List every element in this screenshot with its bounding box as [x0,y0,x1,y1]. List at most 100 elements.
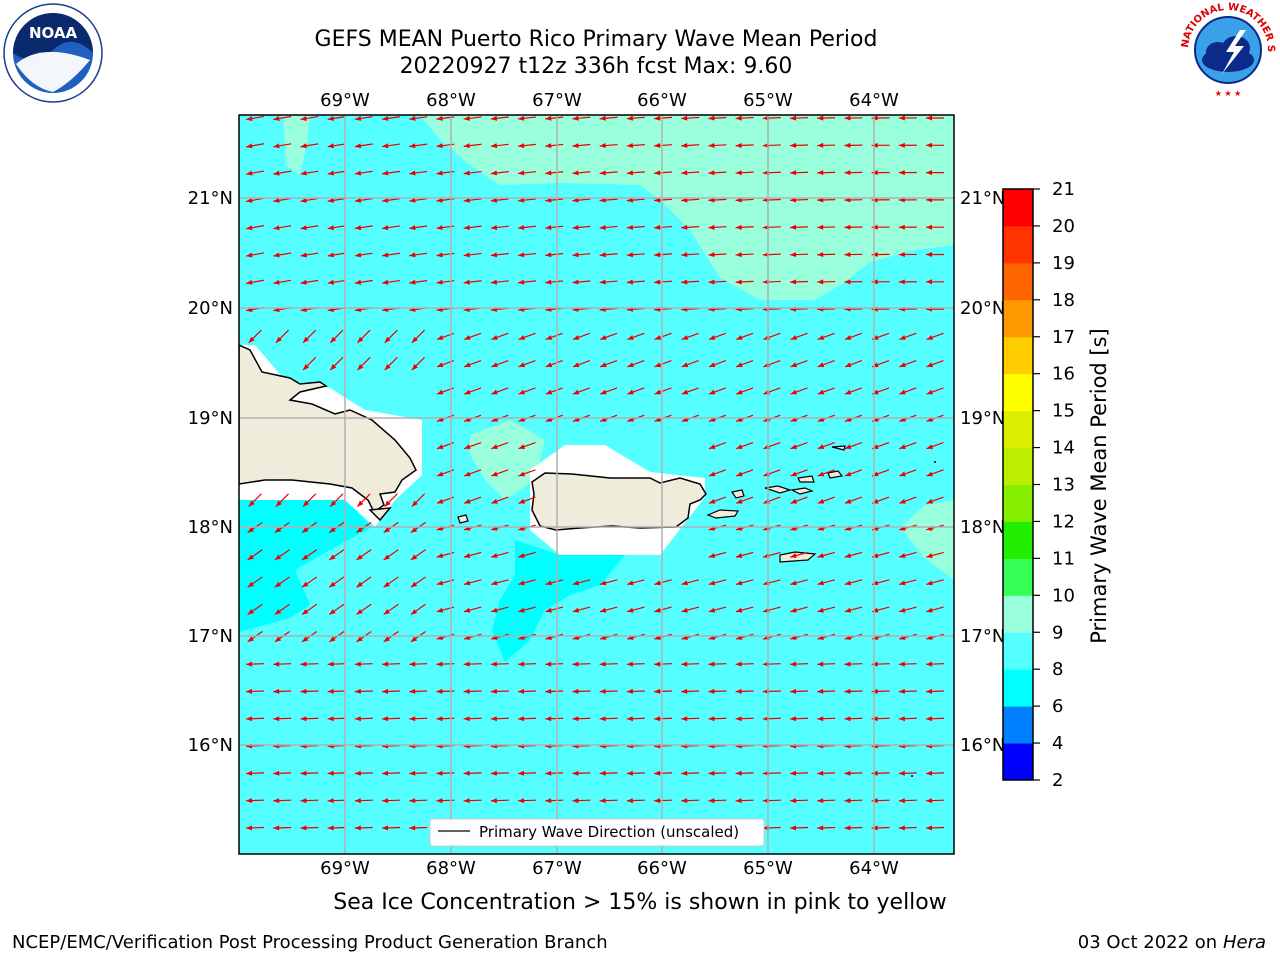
wave-arrowhead [599,770,606,776]
wave-arrowhead [409,688,416,694]
wave-arrowhead [899,580,906,586]
wave-arrowhead [436,580,444,586]
wave-arrowhead [273,825,280,831]
wave-arrowhead [327,143,335,149]
wave-arrowhead [490,661,497,667]
wave-arrowhead [817,335,825,340]
wave-arrowhead [329,554,336,560]
wave-arrowhead [735,115,742,121]
wave-arrowhead [844,142,851,148]
lat-label-right: 17°N [960,626,1005,647]
colorbar-tick-label: 4 [1052,733,1063,754]
colorbar-tick-label: 9 [1052,622,1063,643]
wave-arrowhead [491,471,498,477]
wave-arrowhead [356,609,363,615]
wave-arrowhead [926,444,934,449]
wave-arrowhead [599,607,607,613]
wave-arrowhead [246,798,253,804]
lat-label-left: 16°N [188,735,233,756]
wave-arrowhead [436,661,443,667]
wave-arrowhead [708,661,715,667]
wave-arrowhead [572,115,579,121]
wave-arrowhead [735,170,742,176]
wave-arrowhead [898,825,905,831]
wave-arrowhead [817,170,824,176]
wave-arrowhead [572,362,580,368]
wave-arrowhead [436,716,443,722]
wave-arrowhead [275,500,282,507]
wave-arrowhead [545,335,553,340]
wave-arrowhead [817,607,824,613]
wave-arrowhead [411,364,418,371]
wave-arrowhead [464,471,471,477]
wave-arrowhead [464,498,471,504]
wave-arrowhead [654,580,661,586]
wave-arrowhead [490,688,497,694]
wave-arrowhead [627,335,634,340]
wave-arrowhead [303,364,310,371]
colorbar-tick-label: 10 [1052,585,1075,606]
wave-arrowhead [490,770,497,776]
wave-arrowhead [926,716,933,722]
wave-arrowhead [300,252,307,258]
wave-arrowhead [463,607,471,613]
wave-arrowhead [518,553,525,558]
lat-label-left: 19°N [188,408,233,429]
wave-arrowhead [654,115,661,121]
wave-arrowhead [572,143,579,149]
wave-arrowhead [926,389,934,395]
wave-arrowhead [518,580,525,586]
wave-arrowhead [436,553,444,558]
wave-arrowhead [626,197,634,203]
wave-arrowhead [327,252,335,258]
wave-arrowhead [599,798,606,804]
wave-arrowhead [354,252,362,258]
wave-arrowhead [708,553,716,558]
wave-arrowhead [572,335,580,340]
wave-arrowhead [627,389,634,395]
wave-arrowhead [518,335,526,340]
virgin-islands [764,445,846,495]
wave-arrowhead [681,362,689,368]
wave-arrowhead [382,143,389,149]
wave-arrowhead [436,389,444,395]
wave-arrowhead [708,580,716,586]
lon-label-top: 69°W [320,90,370,111]
wave-arrowhead [464,335,471,340]
wave-arrowhead [327,170,335,176]
wave-arrowhead [490,115,498,121]
wave-arrowhead [898,252,905,258]
wave-arrowhead [790,471,798,477]
wave-arrowhead [790,553,797,558]
wave-arrowhead [436,362,444,368]
colorbar-tick-label: 2 [1052,770,1063,791]
wave-arrowhead [354,115,362,121]
wave-arrowhead [735,252,742,258]
colorbar-swatch [1003,706,1033,744]
wave-arrowhead [384,364,391,371]
wave-arrowhead [354,716,361,722]
wave-arrowhead [599,252,606,258]
colorbar-tick-label: 19 [1052,253,1075,274]
wave-arrowhead [599,279,606,285]
wave-arrowhead [246,197,253,203]
wave-arrowhead [654,143,661,149]
wave-arrowhead [329,527,336,533]
map-legend [429,818,765,847]
noaa-logo-text: NOAA [29,24,78,42]
wave-arrowhead [926,498,934,504]
wave-arrowhead [736,444,743,449]
wave-arrowhead [817,580,824,586]
lon-label-bottom: 66°W [637,858,687,879]
wave-arrowhead [626,798,633,804]
wave-arrowhead [382,252,389,258]
wave-arrowhead [681,335,689,340]
wave-arrowhead [817,553,824,558]
wave-arrowhead [926,770,933,776]
wave-arrowhead [899,389,906,395]
wave-arrowhead [708,444,716,449]
wave-arrowhead [302,636,309,642]
wave-arrowhead [844,770,851,776]
lon-label-bottom: 67°W [532,858,582,879]
wave-arrowhead [844,389,852,395]
